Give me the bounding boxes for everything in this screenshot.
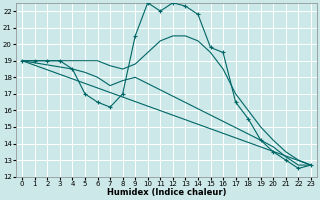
X-axis label: Humidex (Indice chaleur): Humidex (Indice chaleur) <box>107 188 226 197</box>
